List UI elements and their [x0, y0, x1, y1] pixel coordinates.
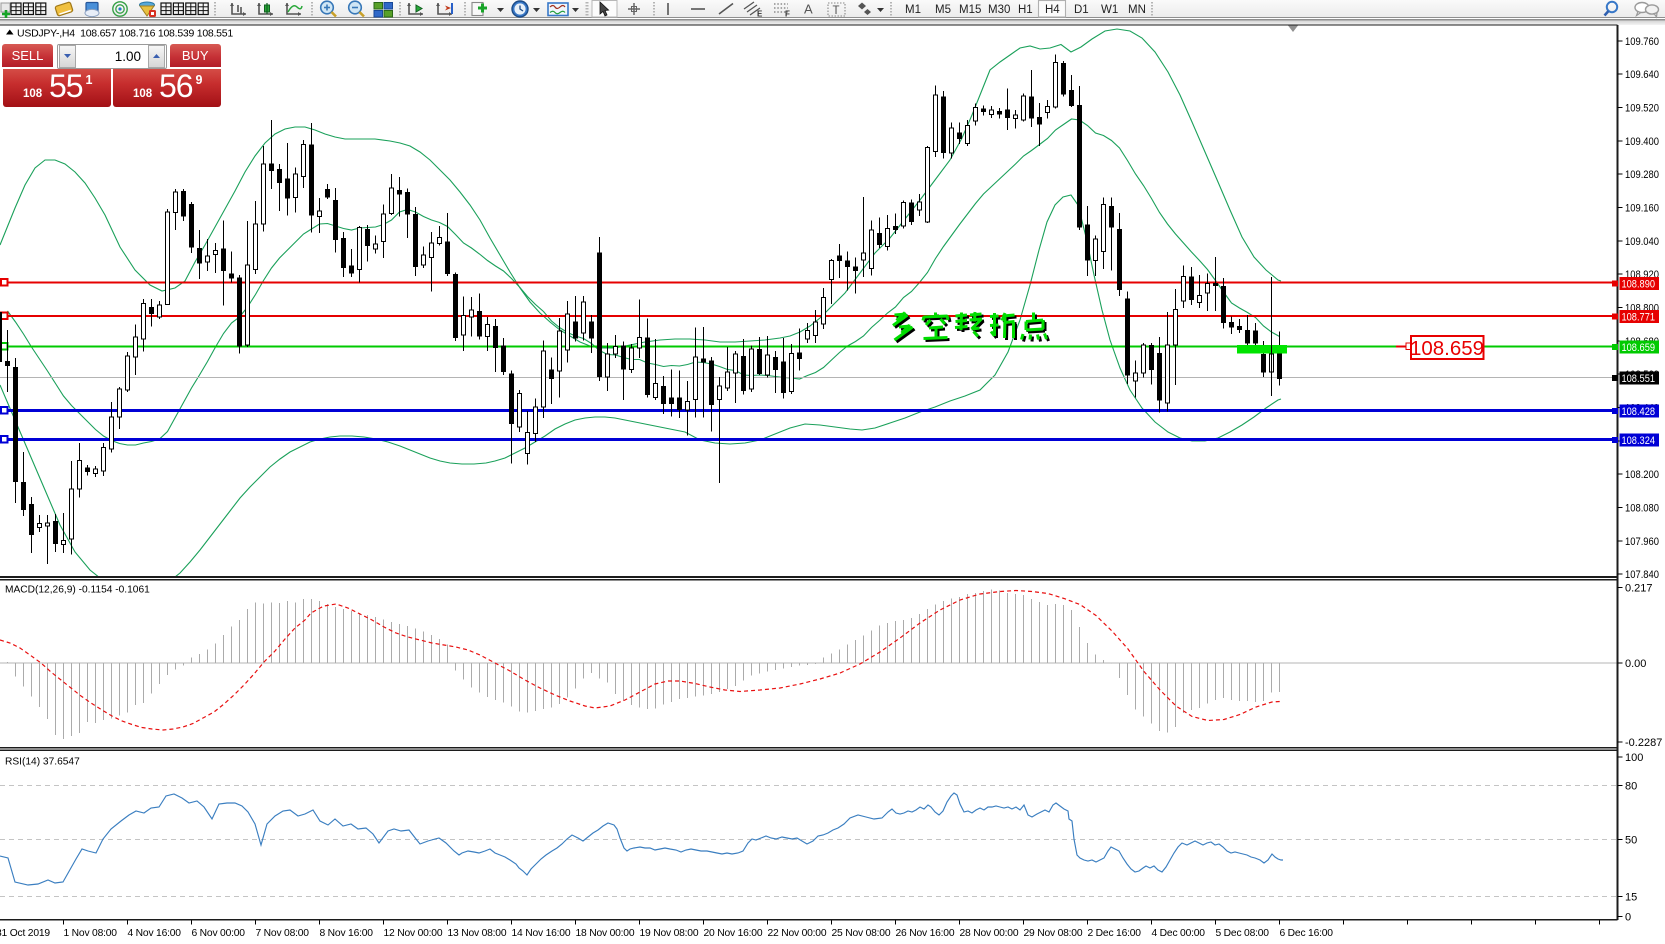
- svg-text:H4: H4: [1045, 4, 1060, 16]
- svg-text:USDJPY-,H4 108.657 108.716 10: USDJPY-,H4 108.657 108.716 108.539 108.5…: [17, 28, 233, 40]
- svg-text:6 Dec 16:00: 6 Dec 16:00: [1280, 928, 1334, 939]
- svg-text:MN: MN: [1128, 4, 1146, 16]
- svg-text:108.659: 108.659: [1410, 337, 1484, 360]
- svg-text:D1: D1: [1074, 4, 1089, 16]
- svg-text:H1: H1: [1018, 4, 1033, 16]
- svg-text:109.760: 109.760: [1625, 36, 1659, 48]
- svg-text:8 Nov 16:00: 8 Nov 16:00: [320, 928, 374, 939]
- svg-text:19 Nov 08:00: 19 Nov 08:00: [640, 928, 699, 939]
- svg-text:108.200: 108.200: [1625, 469, 1659, 481]
- svg-text:108.324: 108.324: [1622, 435, 1656, 447]
- svg-text:RSI(14) 37.6547: RSI(14) 37.6547: [5, 757, 80, 768]
- svg-text:109.520: 109.520: [1625, 103, 1659, 115]
- svg-text:109.400: 109.400: [1625, 136, 1659, 148]
- svg-text:108.080: 108.080: [1625, 503, 1659, 515]
- svg-text:28 Nov 00:00: 28 Nov 00:00: [960, 928, 1019, 939]
- svg-text:4 Dec 00:00: 4 Dec 00:00: [1152, 928, 1206, 939]
- svg-text:-0.2287: -0.2287: [1625, 737, 1662, 749]
- svg-text:M15: M15: [959, 4, 981, 16]
- svg-text:0.00: 0.00: [1625, 658, 1646, 670]
- svg-text:0: 0: [1625, 912, 1631, 924]
- svg-text:108.428: 108.428: [1622, 406, 1656, 418]
- svg-text:5 Dec 08:00: 5 Dec 08:00: [1216, 928, 1270, 939]
- svg-text:W1: W1: [1101, 4, 1118, 16]
- svg-text:109.280: 109.280: [1625, 169, 1659, 181]
- svg-text:13 Nov 08:00: 13 Nov 08:00: [448, 928, 507, 939]
- svg-text:MACD(12,26,9) -0.1154 -0.1061: MACD(12,26,9) -0.1154 -0.1061: [5, 585, 150, 596]
- svg-text:T: T: [833, 5, 840, 17]
- svg-text:107.840: 107.840: [1625, 569, 1659, 581]
- svg-text:M5: M5: [935, 4, 951, 16]
- svg-text:20 Nov 16:00: 20 Nov 16:00: [704, 928, 763, 939]
- svg-text:109.160: 109.160: [1625, 203, 1659, 215]
- svg-text:6 Nov 00:00: 6 Nov 00:00: [192, 928, 246, 939]
- svg-text:1 Nov 08:00: 1 Nov 08:00: [64, 928, 118, 939]
- svg-text:2 Dec 16:00: 2 Dec 16:00: [1088, 928, 1142, 939]
- svg-text:31 Oct 2019: 31 Oct 2019: [0, 928, 50, 939]
- svg-text:18 Nov 00:00: 18 Nov 00:00: [576, 928, 635, 939]
- svg-text:7 Nov 08:00: 7 Nov 08:00: [256, 928, 310, 939]
- svg-text:12 Nov 00:00: 12 Nov 00:00: [384, 928, 443, 939]
- svg-text:15: 15: [1625, 892, 1637, 904]
- svg-text:108.890: 108.890: [1622, 279, 1656, 291]
- svg-text:108.771: 108.771: [1622, 312, 1656, 324]
- svg-text:100: 100: [1625, 752, 1643, 764]
- svg-text:0.217: 0.217: [1625, 583, 1653, 595]
- svg-text:109.040: 109.040: [1625, 236, 1659, 248]
- svg-text:M1: M1: [905, 4, 921, 16]
- svg-text:107.960: 107.960: [1625, 536, 1659, 548]
- svg-text:26 Nov 16:00: 26 Nov 16:00: [896, 928, 955, 939]
- svg-text:14 Nov 16:00: 14 Nov 16:00: [512, 928, 571, 939]
- svg-text:50: 50: [1625, 835, 1637, 847]
- svg-text:108.551: 108.551: [1622, 373, 1656, 385]
- svg-text:109.640: 109.640: [1625, 69, 1659, 81]
- svg-text:108.659: 108.659: [1622, 342, 1656, 354]
- svg-text:80: 80: [1625, 781, 1637, 793]
- svg-text:22 Nov 00:00: 22 Nov 00:00: [768, 928, 827, 939]
- svg-text:M30: M30: [988, 4, 1010, 16]
- svg-text:29 Nov 08:00: 29 Nov 08:00: [1024, 928, 1083, 939]
- svg-text:25 Nov 08:00: 25 Nov 08:00: [832, 928, 891, 939]
- svg-text:4 Nov 16:00: 4 Nov 16:00: [128, 928, 182, 939]
- svg-text:A: A: [804, 2, 813, 17]
- svg-text:F: F: [785, 10, 790, 19]
- svg-text:E: E: [757, 10, 763, 19]
